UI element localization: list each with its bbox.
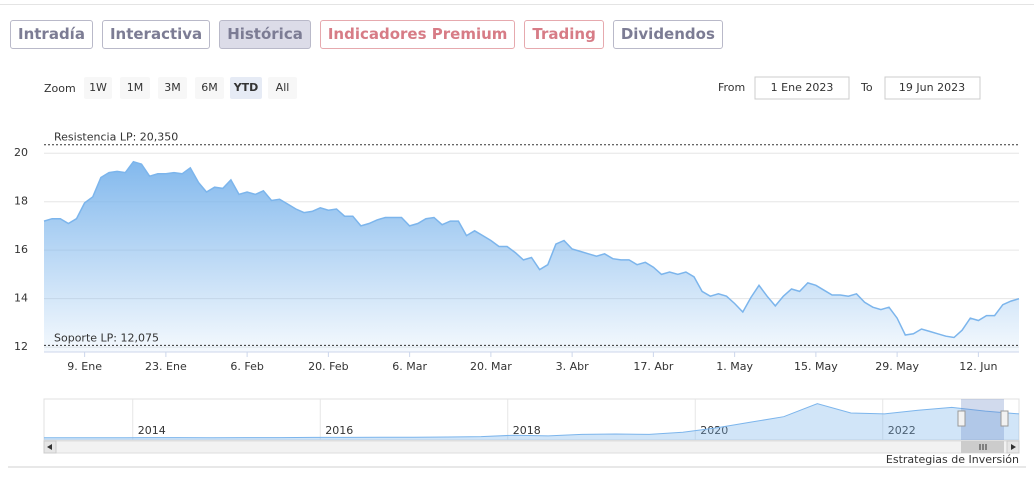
navigator-tick-label: 2014 xyxy=(138,424,166,437)
y-tick-label: 14 xyxy=(14,292,28,305)
to-input[interactable] xyxy=(884,76,981,100)
to-value[interactable]: 19 Jun 2023 xyxy=(899,81,965,94)
scroll-left-arrow xyxy=(47,444,52,450)
zoom-button[interactable] xyxy=(195,77,224,99)
y-tick-label: 16 xyxy=(14,243,28,256)
x-tick-label: 23. Ene xyxy=(145,360,187,373)
top-rule xyxy=(0,4,1034,5)
zoom-button-label[interactable]: 1W xyxy=(89,81,107,94)
y-tick-label: 20 xyxy=(14,146,28,159)
zoom-button[interactable] xyxy=(230,77,262,99)
x-tick-label: 6. Mar xyxy=(392,360,427,373)
x-tick-label: 20. Feb xyxy=(308,360,348,373)
from-label: From xyxy=(718,81,745,94)
from-input[interactable] xyxy=(754,76,850,100)
zoom-button-label[interactable]: 3M xyxy=(164,81,181,94)
navigator-tick-label: 2018 xyxy=(513,424,541,437)
zoom-button[interactable] xyxy=(84,77,112,99)
tab[interactable]: Indicadores Premium xyxy=(319,20,516,49)
navigator-selection xyxy=(961,399,1004,440)
x-tick-label: 3. Abr xyxy=(556,360,589,373)
zoom-label: Zoom xyxy=(44,82,76,95)
area-fill xyxy=(44,161,1019,352)
navigator-line xyxy=(44,403,1020,439)
tab[interactable]: Intradía xyxy=(10,20,93,49)
navigator-handle[interactable] xyxy=(1000,410,1009,427)
zoom-button-label[interactable]: YTD xyxy=(233,81,259,94)
x-tick-label: 15. May xyxy=(794,360,838,373)
x-tick-label: 9. Ene xyxy=(67,360,102,373)
tab-bar: Intradía Interactiva Histórica Indicadores … xyxy=(10,20,723,49)
plot-line-label: Soporte LP: 12,075 xyxy=(54,331,159,344)
plot-line-label: Resistencia LP: 20,350 xyxy=(54,131,178,144)
navigator-area xyxy=(44,403,1019,440)
price-line xyxy=(43,160,1020,339)
navigator-tick-label: 2016 xyxy=(325,424,353,437)
tab[interactable]: Interactiva xyxy=(101,20,211,49)
tab[interactable]: Histórica xyxy=(219,20,311,49)
zoom-button-label[interactable]: All xyxy=(276,81,290,94)
zoom-button-label[interactable]: 1M xyxy=(127,81,144,94)
x-tick-label: 6. Feb xyxy=(230,360,263,373)
x-tick-label: 20. Mar xyxy=(470,360,512,373)
scrollbar-track xyxy=(43,440,1020,454)
tab[interactable]: Trading xyxy=(524,20,604,49)
zoom-button[interactable] xyxy=(158,77,187,99)
scroll-right-arrow xyxy=(1011,444,1016,450)
credits[interactable]: Estrategias de Inversión xyxy=(886,453,1019,466)
to-label: To xyxy=(860,81,873,94)
x-tick-label: 1. May xyxy=(716,360,753,373)
navigator-tick-label: 2022 xyxy=(888,424,916,437)
navigator-handle[interactable] xyxy=(957,410,966,427)
zoom-button[interactable] xyxy=(268,77,297,99)
from-value[interactable]: 1 Ene 2023 xyxy=(771,81,834,94)
y-tick-label: 12 xyxy=(14,340,28,353)
tab[interactable]: Dividendos xyxy=(612,20,723,49)
zoom-button[interactable] xyxy=(120,77,150,99)
navigator-frame xyxy=(43,398,1020,441)
x-tick-label: 29. May xyxy=(875,360,919,373)
zoom-button-label[interactable]: 6M xyxy=(201,81,218,94)
y-tick-label: 18 xyxy=(14,195,28,208)
x-tick-label: 12. Jun xyxy=(959,360,997,373)
x-tick-label: 17. Abr xyxy=(633,360,673,373)
